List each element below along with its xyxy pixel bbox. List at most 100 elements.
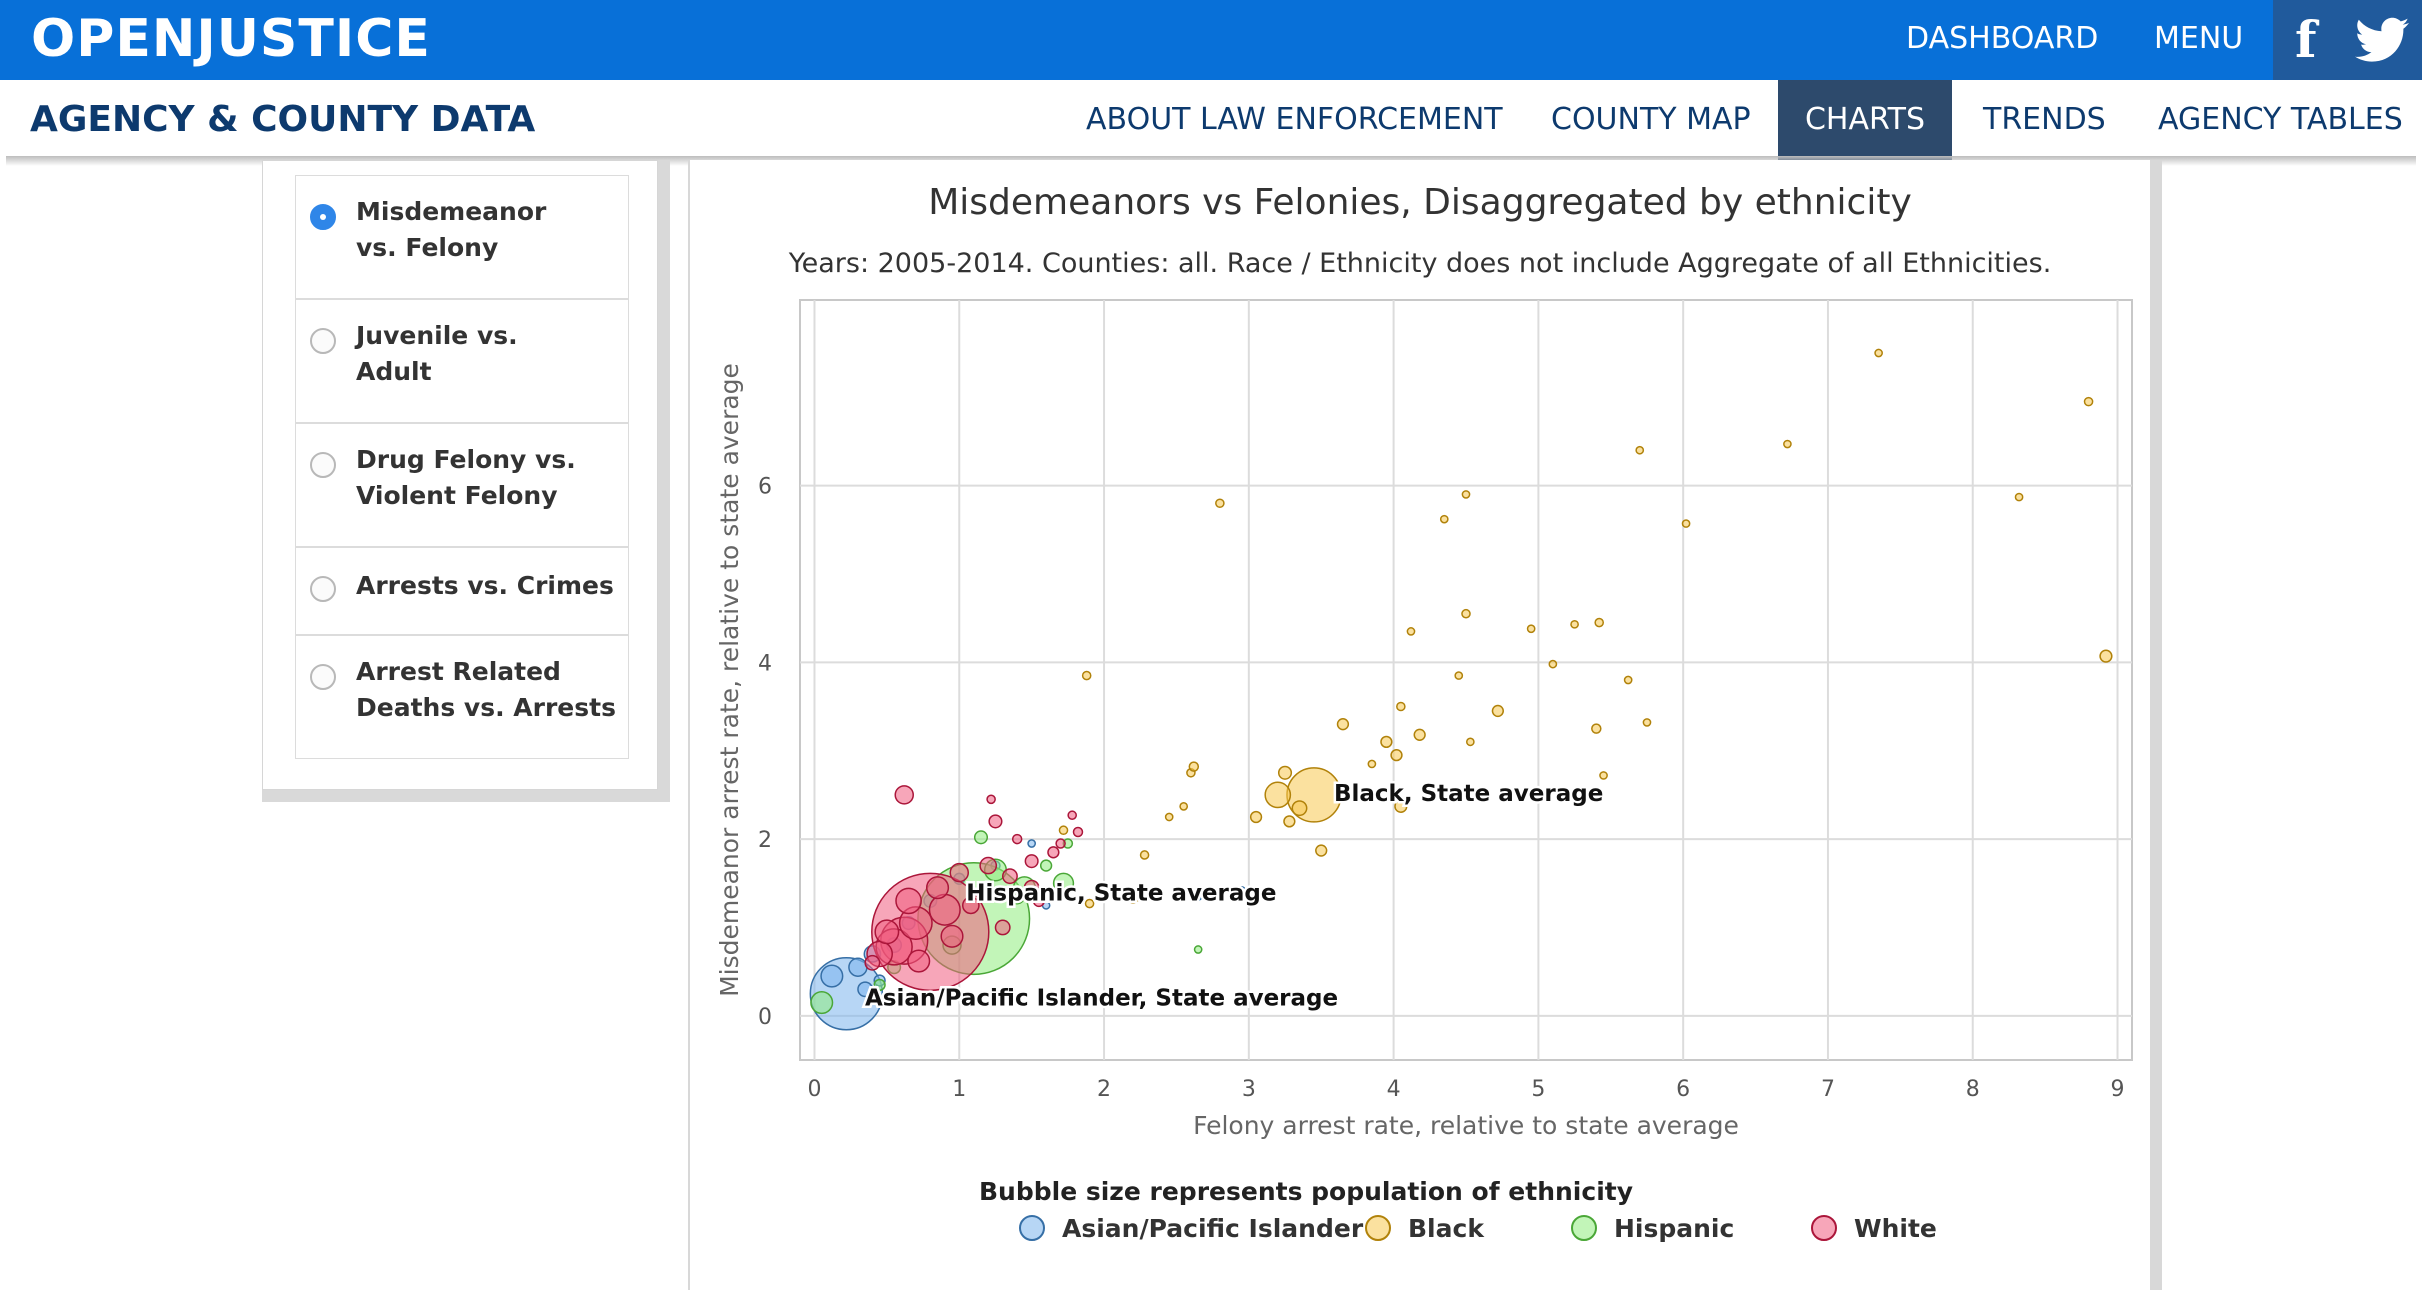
bubble[interactable] xyxy=(857,981,874,998)
bubble[interactable] xyxy=(949,862,970,883)
bubble[interactable] xyxy=(1023,879,1040,896)
bubble[interactable] xyxy=(864,954,881,971)
nav-menu[interactable]: MENU xyxy=(2154,21,2244,56)
radio-icon[interactable] xyxy=(310,328,336,354)
bubble[interactable] xyxy=(1623,675,1633,685)
bubble[interactable] xyxy=(994,919,1011,936)
bubble[interactable] xyxy=(986,794,996,805)
option-misdemeanor-vs-felony[interactable]: Misdemeanor vs. Felony xyxy=(295,175,629,299)
bubble[interactable] xyxy=(1024,854,1039,869)
bubble[interactable] xyxy=(1164,812,1174,822)
bubble[interactable] xyxy=(1874,348,1883,358)
bubble[interactable] xyxy=(1570,619,1579,629)
bubble[interactable] xyxy=(973,830,989,845)
radio-icon[interactable] xyxy=(310,664,336,690)
bubble[interactable] xyxy=(1783,439,1792,449)
bubble[interactable] xyxy=(1237,885,1246,895)
bubble[interactable] xyxy=(1058,825,1069,836)
legend-marker[interactable] xyxy=(1365,1215,1391,1241)
bubble[interactable] xyxy=(1642,718,1652,727)
bubble[interactable] xyxy=(1315,844,1328,857)
bubble[interactable] xyxy=(1215,498,1225,509)
bubble[interactable] xyxy=(1027,839,1037,848)
bubble[interactable] xyxy=(1193,892,1203,901)
tab-about-law-enforcement[interactable]: ABOUT LAW ENFORCEMENT xyxy=(1086,102,1503,137)
bubble[interactable] xyxy=(1336,718,1350,731)
bubble[interactable] xyxy=(1052,872,1075,894)
bubble[interactable] xyxy=(1548,659,1558,669)
tab-county-map[interactable]: COUNTY MAP xyxy=(1551,102,1751,137)
legend-entry[interactable]: White xyxy=(1854,1214,1937,1243)
bubble[interactable] xyxy=(2099,649,2113,663)
bubble[interactable] xyxy=(1591,723,1602,734)
bubble[interactable] xyxy=(961,896,980,915)
bubble[interactable] xyxy=(1396,701,1406,712)
option-deaths-vs-arrests[interactable]: Arrest Related Deaths vs. Arrests xyxy=(295,635,629,759)
option-drug-vs-violent-felony[interactable]: Drug Felony vs. Violent Felony xyxy=(295,423,629,547)
bubble[interactable] xyxy=(1249,810,1263,824)
legend-marker[interactable] xyxy=(1019,1215,1045,1241)
bubble[interactable] xyxy=(1491,704,1505,718)
facebook-icon[interactable]: f xyxy=(2295,10,2317,69)
bubble[interactable] xyxy=(874,919,900,945)
bubble[interactable] xyxy=(907,949,931,973)
bubble[interactable] xyxy=(1039,859,1053,872)
legend-entry[interactable]: Asian/Pacific Islander xyxy=(1062,1214,1364,1243)
bubble[interactable] xyxy=(1394,799,1408,813)
bubble[interactable] xyxy=(848,957,868,977)
bubble[interactable] xyxy=(1125,889,1141,904)
bubble[interactable] xyxy=(1081,670,1092,681)
bubble[interactable] xyxy=(1179,802,1189,811)
legend-entry[interactable]: Black xyxy=(1408,1214,1485,1243)
bubble[interactable] xyxy=(1011,833,1023,845)
bubble[interactable] xyxy=(925,876,950,900)
radio-icon[interactable] xyxy=(310,576,336,602)
bubble[interactable] xyxy=(1526,624,1536,634)
bubble[interactable] xyxy=(894,785,914,805)
bubble[interactable] xyxy=(1594,617,1604,628)
bubble[interactable] xyxy=(1390,748,1403,762)
tab-trends[interactable]: TRENDS xyxy=(1983,102,2106,137)
tab-charts[interactable]: CHARTS xyxy=(1778,80,1952,160)
tab-agency-tables[interactable]: AGENCY TABLES xyxy=(2158,102,2403,137)
bubble[interactable] xyxy=(1139,850,1150,860)
radio-icon[interactable] xyxy=(310,452,336,478)
logo[interactable]: OPENJUSTICE xyxy=(31,9,431,69)
bubble[interactable] xyxy=(1439,514,1449,524)
bubble[interactable] xyxy=(1283,815,1296,828)
bubble[interactable] xyxy=(1599,771,1608,780)
bubble[interactable] xyxy=(1001,868,1018,885)
bubble[interactable] xyxy=(1461,490,1471,499)
bubble[interactable] xyxy=(1067,810,1077,821)
twitter-icon[interactable] xyxy=(2355,16,2409,64)
option-juvenile-vs-adult[interactable]: Juvenile vs. Adult xyxy=(295,299,629,423)
bubble[interactable] xyxy=(895,887,922,915)
bubble[interactable] xyxy=(1072,826,1084,838)
bubble[interactable] xyxy=(928,893,961,926)
bubble[interactable] xyxy=(1367,759,1377,769)
bubble[interactable] xyxy=(1681,519,1691,528)
bubble[interactable] xyxy=(1264,781,1292,809)
bubble[interactable] xyxy=(1055,838,1066,849)
legend-marker[interactable] xyxy=(1571,1215,1597,1241)
bubble[interactable] xyxy=(1413,728,1426,741)
bubble[interactable] xyxy=(1465,737,1475,747)
bubble[interactable] xyxy=(1009,888,1026,905)
bubble[interactable] xyxy=(1277,765,1293,780)
legend-marker[interactable] xyxy=(1811,1215,1837,1241)
bubble[interactable] xyxy=(1406,627,1416,636)
bubble[interactable] xyxy=(1380,735,1393,749)
bubble[interactable] xyxy=(940,924,964,948)
legend-entry[interactable]: Hispanic xyxy=(1614,1214,1734,1243)
bubble[interactable] xyxy=(1032,894,1046,908)
bubble[interactable] xyxy=(1047,846,1060,859)
radio-selected-icon[interactable] xyxy=(310,204,336,230)
bubble[interactable] xyxy=(1454,671,1464,680)
bubble[interactable] xyxy=(1188,761,1200,772)
bubble[interactable] xyxy=(1193,945,1203,954)
option-arrests-vs-crimes[interactable]: Arrests vs. Crimes xyxy=(295,547,629,635)
bubble[interactable] xyxy=(988,814,1003,829)
bubble[interactable] xyxy=(1461,608,1471,619)
bubble[interactable] xyxy=(873,978,886,992)
bubble[interactable] xyxy=(820,964,844,988)
